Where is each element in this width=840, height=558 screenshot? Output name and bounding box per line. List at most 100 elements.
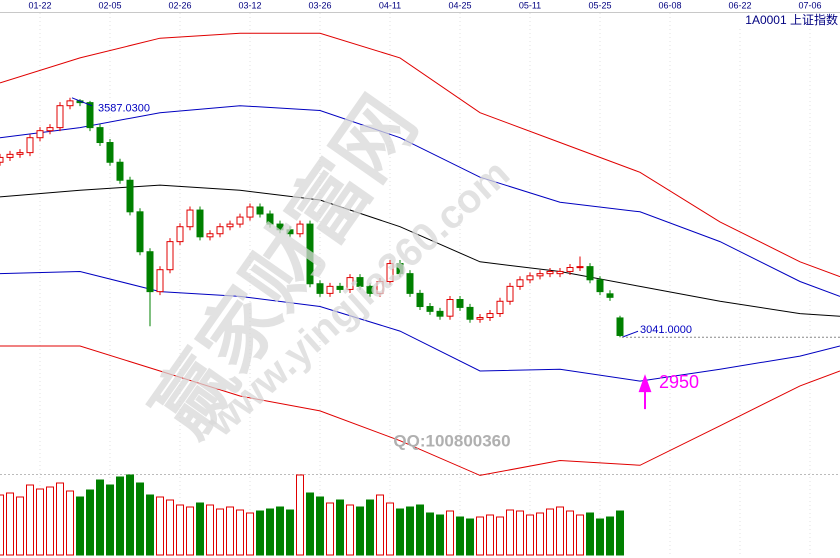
x-tick-label: 03-12	[238, 0, 261, 10]
candle-body	[616, 317, 624, 336]
candle-body	[596, 279, 604, 293]
volume-bar	[106, 484, 114, 556]
volume-bar	[596, 518, 604, 556]
volume-bar	[256, 510, 264, 556]
x-tick-label: 04-11	[379, 0, 401, 10]
candle-body	[6, 153, 14, 158]
volume-bar	[76, 496, 84, 556]
candle-body	[156, 269, 164, 293]
candle-body	[176, 226, 184, 243]
candle-body	[586, 266, 594, 281]
candle-body	[196, 209, 204, 238]
candle-body	[426, 306, 434, 312]
volume-bar	[236, 509, 244, 556]
volume-bar	[16, 496, 24, 556]
target-label: 2950	[659, 372, 699, 392]
candle-body	[356, 277, 364, 287]
volume-bar	[446, 510, 454, 556]
candle-body	[446, 299, 454, 317]
candle-body	[16, 152, 24, 155]
price-pointer	[71, 97, 93, 107]
candle-body	[376, 281, 384, 294]
candle-body	[346, 277, 354, 290]
candle-body	[276, 223, 284, 231]
volume-bar	[346, 504, 354, 556]
price-pointer	[621, 330, 639, 338]
candle-body	[216, 226, 224, 235]
candle-body	[236, 216, 244, 225]
volume-bar	[286, 509, 294, 556]
volume-bar	[516, 510, 524, 556]
x-tick-label: 06-08	[658, 0, 681, 10]
volume-bar	[66, 490, 74, 556]
volume-bar	[166, 499, 174, 556]
x-tick-label: 07-06	[798, 0, 821, 10]
volume-bar	[206, 504, 214, 556]
volume-bar	[436, 514, 444, 556]
volume-bar	[556, 506, 564, 556]
candle-body	[246, 206, 254, 218]
volume-bar	[456, 516, 464, 556]
volume-bar	[246, 512, 254, 556]
volume-bar	[36, 488, 44, 556]
candle-body	[116, 161, 124, 181]
volume-bar	[376, 494, 384, 556]
candle-body	[256, 206, 264, 215]
volume-bar	[306, 492, 314, 556]
candle-body	[316, 283, 324, 294]
volume-bar	[146, 494, 154, 556]
candle-body	[526, 275, 534, 281]
volume-bar	[316, 496, 324, 556]
volume-bar	[56, 482, 64, 556]
candle-body	[96, 127, 104, 144]
price-label: 3041.0000	[640, 324, 692, 336]
candle-body	[416, 292, 424, 308]
candle-body	[386, 263, 394, 283]
volume-bar	[26, 484, 34, 556]
candle-body	[36, 130, 44, 139]
x-tick-label: 05-11	[519, 0, 541, 10]
volume-bar	[486, 514, 494, 556]
band-line	[0, 32, 840, 278]
volume-bar	[356, 506, 364, 556]
candle-body	[466, 306, 474, 320]
volume-bar	[526, 514, 534, 556]
candle-body	[476, 316, 484, 320]
candle-body	[566, 267, 574, 272]
volume-bar	[406, 506, 414, 556]
volume-bar	[506, 509, 514, 556]
volume-bar	[116, 476, 124, 556]
candle-body	[556, 270, 564, 275]
x-tick-label: 02-05	[98, 0, 121, 10]
candle-body	[496, 300, 504, 315]
candle-body	[136, 211, 144, 253]
candle-body	[26, 137, 34, 154]
candle-body	[66, 100, 74, 107]
contact: QQ:100800360	[393, 431, 510, 450]
symbol-box	[736, 13, 840, 29]
x-tick-label: 01-22	[28, 0, 51, 10]
volume-bar	[96, 479, 104, 556]
candle-body	[366, 285, 374, 294]
volume-bar	[156, 496, 164, 556]
volume-bar	[426, 512, 434, 556]
volume-bar	[606, 516, 614, 556]
candle-body	[306, 223, 314, 285]
candle-body	[266, 213, 274, 225]
volume-bar	[46, 486, 54, 556]
candle-body	[536, 273, 544, 277]
candle-body	[106, 142, 114, 163]
volume-bar	[266, 508, 274, 556]
volume-bar	[396, 508, 404, 556]
candle-body	[206, 233, 214, 238]
candle-body	[296, 223, 304, 235]
symbol: 1A0001 上证指数	[745, 12, 838, 27]
volume-bar	[296, 474, 304, 556]
x-tick-label: 06-22	[728, 0, 751, 10]
candle-body	[406, 273, 414, 294]
volume-bar	[586, 512, 594, 556]
candle-body	[546, 270, 554, 275]
volume-bar	[466, 518, 474, 556]
